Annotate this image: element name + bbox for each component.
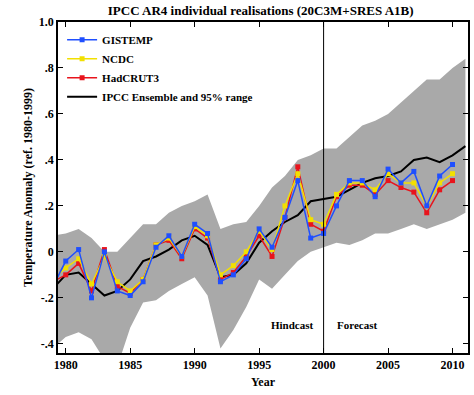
svg-text:Forecast: Forecast xyxy=(337,319,377,331)
svg-text:1980: 1980 xyxy=(54,358,78,372)
svg-text:IPCC AR4 individual realisatio: IPCC AR4 individual realisations (20C3M+… xyxy=(108,3,414,18)
svg-text:IPCC Ensemble and 95% range: IPCC Ensemble and 95% range xyxy=(102,91,252,103)
svg-text:1995: 1995 xyxy=(247,358,271,372)
svg-text:HadCRUT3: HadCRUT3 xyxy=(102,72,159,84)
svg-text:.8: .8 xyxy=(45,61,54,75)
svg-text:-.2: -.2 xyxy=(41,291,54,305)
svg-text:.2: .2 xyxy=(45,199,54,213)
svg-text:1985: 1985 xyxy=(118,358,142,372)
svg-text:0: 0 xyxy=(48,245,54,259)
svg-text:GISTEMP: GISTEMP xyxy=(102,34,153,46)
svg-text:2000: 2000 xyxy=(312,358,336,372)
svg-text:NCDC: NCDC xyxy=(102,53,134,65)
svg-text:.4: .4 xyxy=(45,153,54,167)
svg-text:.6: .6 xyxy=(45,107,54,121)
svg-text:2005: 2005 xyxy=(376,358,400,372)
svg-text:Year: Year xyxy=(251,375,276,389)
svg-text:Hindcast: Hindcast xyxy=(271,319,314,331)
svg-text:Temperature Anomaly (ref. 1980: Temperature Anomaly (ref. 1980-1999) xyxy=(21,88,35,287)
svg-text:1.0: 1.0 xyxy=(39,15,54,29)
svg-text:1990: 1990 xyxy=(183,358,207,372)
svg-text:2010: 2010 xyxy=(441,358,465,372)
svg-text:-.4: -.4 xyxy=(41,337,54,351)
